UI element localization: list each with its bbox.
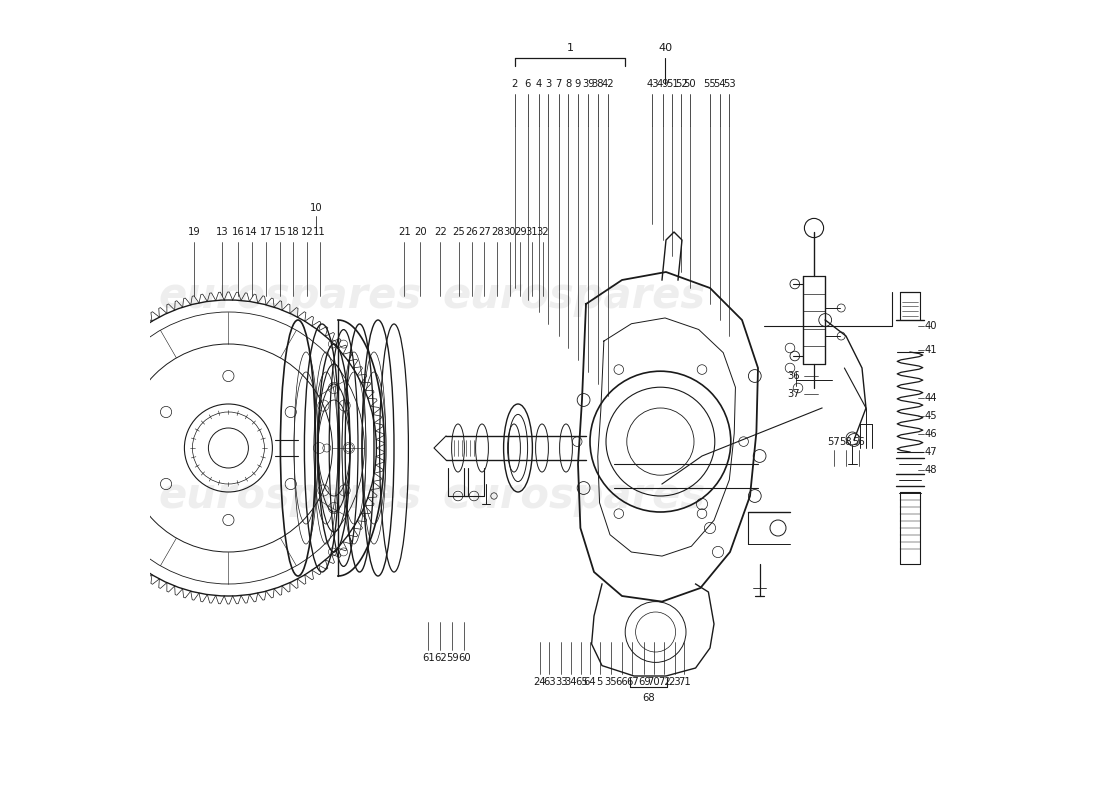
Text: 34: 34: [564, 677, 578, 686]
Text: 15: 15: [274, 227, 287, 237]
Text: 11: 11: [314, 227, 326, 237]
Text: 26: 26: [465, 227, 478, 237]
Text: 5: 5: [596, 677, 603, 686]
Text: 17: 17: [260, 227, 273, 237]
Text: 36: 36: [788, 371, 801, 381]
Text: 37: 37: [788, 389, 801, 398]
Text: 1: 1: [566, 43, 573, 53]
Text: 52: 52: [674, 79, 688, 89]
Text: 56: 56: [852, 437, 866, 446]
Text: 19: 19: [188, 227, 200, 237]
Text: 30: 30: [504, 227, 516, 237]
Text: 48: 48: [924, 466, 937, 475]
Text: 64: 64: [584, 677, 596, 686]
Text: 23: 23: [669, 677, 681, 686]
Text: 3: 3: [546, 79, 551, 89]
Text: 59: 59: [446, 653, 459, 662]
Text: eurospares: eurospares: [158, 275, 421, 317]
Text: 66: 66: [616, 677, 628, 686]
Text: 10: 10: [310, 203, 322, 213]
Text: 13: 13: [216, 227, 229, 237]
Text: 65: 65: [575, 677, 587, 686]
Text: 63: 63: [543, 677, 556, 686]
Text: 50: 50: [684, 79, 696, 89]
Text: 67: 67: [626, 677, 639, 686]
Text: 24: 24: [534, 677, 546, 686]
Text: 28: 28: [491, 227, 504, 237]
Text: eurospares: eurospares: [158, 475, 421, 517]
Text: 31: 31: [526, 227, 538, 237]
Text: 39: 39: [582, 79, 595, 89]
Text: 27: 27: [478, 227, 491, 237]
Text: 20: 20: [414, 227, 427, 237]
Text: 14: 14: [245, 227, 257, 237]
Text: 40: 40: [924, 322, 937, 331]
Text: 54: 54: [713, 79, 726, 89]
Text: 6: 6: [525, 79, 531, 89]
Text: 69: 69: [638, 677, 651, 686]
Text: 58: 58: [839, 437, 853, 446]
Text: 8: 8: [565, 79, 572, 89]
Text: 40: 40: [658, 43, 672, 53]
Text: 45: 45: [924, 411, 937, 421]
Text: 9: 9: [575, 79, 581, 89]
Text: 49: 49: [657, 79, 669, 89]
Text: 16: 16: [232, 227, 244, 237]
Text: 38: 38: [592, 79, 604, 89]
Text: 57: 57: [827, 437, 840, 446]
Text: 68: 68: [642, 693, 654, 702]
Text: 12: 12: [300, 227, 313, 237]
Text: 44: 44: [924, 393, 937, 402]
Text: 18: 18: [287, 227, 299, 237]
Text: 4: 4: [536, 79, 542, 89]
Text: 32: 32: [537, 227, 549, 237]
Text: 53: 53: [723, 79, 736, 89]
Text: 21: 21: [398, 227, 410, 237]
Text: 2: 2: [512, 79, 518, 89]
Text: 60: 60: [458, 653, 471, 662]
Text: 43: 43: [646, 79, 659, 89]
Text: 35: 35: [605, 677, 617, 686]
Text: 25: 25: [452, 227, 465, 237]
Text: 29: 29: [514, 227, 527, 237]
Text: 62: 62: [434, 653, 447, 662]
Text: 70: 70: [648, 677, 660, 686]
Text: 71: 71: [678, 677, 691, 686]
Text: 72: 72: [658, 677, 671, 686]
Text: 47: 47: [924, 447, 937, 457]
Text: 41: 41: [924, 346, 937, 355]
Text: 7: 7: [556, 79, 562, 89]
Text: eurospares: eurospares: [442, 475, 705, 517]
Text: 55: 55: [704, 79, 716, 89]
Text: 22: 22: [434, 227, 447, 237]
Text: 42: 42: [602, 79, 614, 89]
Text: eurospares: eurospares: [442, 275, 705, 317]
Text: 51: 51: [666, 79, 679, 89]
Text: 33: 33: [556, 677, 568, 686]
Text: 46: 46: [924, 429, 937, 438]
Text: 61: 61: [422, 653, 435, 662]
